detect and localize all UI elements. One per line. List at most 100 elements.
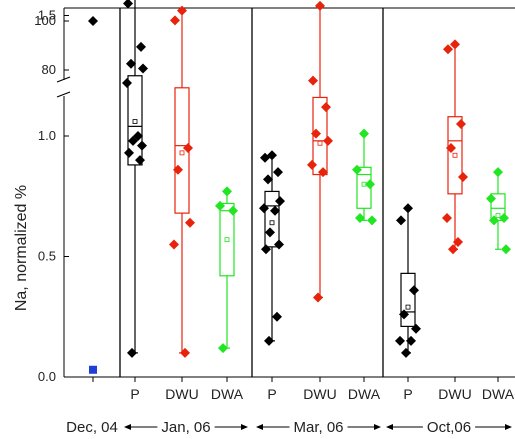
data-point bbox=[272, 311, 282, 322]
data-point bbox=[137, 140, 147, 151]
data-point bbox=[446, 143, 456, 154]
box-mean bbox=[452, 152, 458, 158]
data-point-square bbox=[89, 365, 97, 374]
data-point bbox=[170, 15, 180, 26]
data-point bbox=[260, 152, 270, 163]
box-mean bbox=[179, 150, 185, 156]
data-point bbox=[359, 128, 369, 139]
data-point bbox=[453, 237, 463, 248]
period-arrow-head bbox=[374, 424, 381, 430]
data-point bbox=[318, 167, 328, 178]
category-label: DWA bbox=[482, 386, 515, 402]
category-label: DWU bbox=[438, 386, 471, 402]
plot-frame bbox=[56, 7, 515, 382]
data-point bbox=[313, 292, 323, 303]
period-arrow-head bbox=[241, 424, 248, 430]
data-point bbox=[409, 285, 419, 296]
data-point bbox=[169, 239, 179, 250]
data-point bbox=[215, 200, 225, 211]
axis-break-mark bbox=[56, 91, 71, 98]
x-axis-labels: P DWU DWA P DWU DWA P DWU DWA bbox=[130, 377, 515, 402]
data-point bbox=[486, 193, 496, 204]
box-plots bbox=[127, 0, 506, 354]
data-point bbox=[450, 39, 460, 50]
box-iqr bbox=[312, 96, 328, 176]
category-label: P bbox=[130, 386, 139, 402]
data-point bbox=[323, 135, 333, 146]
data-point bbox=[123, 0, 133, 9]
data-point bbox=[222, 186, 232, 197]
data-point bbox=[261, 244, 271, 255]
data-point bbox=[173, 164, 183, 175]
category-label: P bbox=[267, 386, 276, 402]
box-mean bbox=[132, 119, 138, 124]
period-label: Jan, 06 bbox=[161, 419, 210, 436]
data-point bbox=[315, 0, 325, 11]
data-point bbox=[406, 335, 416, 346]
data-point bbox=[126, 58, 136, 69]
box-mean bbox=[495, 213, 501, 218]
box-mean bbox=[269, 220, 275, 226]
data-point bbox=[127, 347, 137, 358]
data-point bbox=[273, 167, 283, 178]
data-point bbox=[270, 205, 280, 216]
data-point bbox=[365, 179, 375, 190]
data-point bbox=[367, 215, 377, 226]
data-point bbox=[275, 196, 285, 207]
data-point bbox=[442, 212, 452, 223]
period-label: Dec, 04 bbox=[66, 419, 118, 436]
data-point bbox=[307, 159, 317, 170]
box-mean bbox=[405, 304, 411, 310]
data-point bbox=[259, 203, 269, 214]
data-point bbox=[135, 155, 145, 166]
data-point bbox=[403, 203, 413, 214]
period-label: Mar, 06 bbox=[293, 419, 343, 436]
data-point bbox=[401, 347, 411, 358]
period-dividers bbox=[119, 8, 384, 377]
data-point bbox=[458, 171, 468, 182]
data-point bbox=[352, 164, 362, 175]
data-point bbox=[411, 323, 421, 334]
y-tick-label: 80 bbox=[42, 62, 56, 77]
data-point bbox=[185, 217, 195, 228]
period-arrow-head bbox=[256, 424, 263, 430]
data-point bbox=[493, 167, 503, 178]
data-point bbox=[489, 215, 499, 226]
data-point bbox=[396, 215, 406, 226]
y-tick-label: 0.5 bbox=[38, 249, 56, 264]
data-point bbox=[136, 41, 146, 52]
data-point bbox=[399, 309, 409, 320]
period-arrow-head bbox=[124, 424, 131, 430]
category-label: DWU bbox=[165, 386, 198, 402]
data-point bbox=[183, 143, 193, 154]
data-point bbox=[501, 244, 511, 255]
period-label: Oct,06 bbox=[427, 419, 471, 436]
data-point bbox=[321, 102, 331, 113]
data-point bbox=[311, 128, 321, 139]
data-point bbox=[263, 174, 273, 185]
category-label: DWU bbox=[303, 386, 336, 402]
data-point bbox=[228, 205, 238, 216]
box-iqr bbox=[219, 202, 235, 277]
data-point bbox=[265, 227, 275, 238]
box-iqr bbox=[447, 116, 463, 195]
axis-break-mark bbox=[56, 76, 71, 83]
data-point bbox=[264, 335, 274, 346]
category-label: P bbox=[403, 386, 412, 402]
data-point bbox=[499, 212, 509, 223]
period-labels: Dec, 04 Jan, 06 Mar, 06 Oct,06 bbox=[66, 419, 512, 436]
y-tick-label: 1.0 bbox=[38, 128, 56, 143]
y-axis: 0.0 0.5 1.0 1.5 80 100 bbox=[34, 8, 69, 384]
y-tick-label: 1.5 bbox=[38, 8, 56, 23]
y-axis-title: Na, normalized % bbox=[13, 185, 30, 311]
y-tick-label: 0.0 bbox=[38, 369, 56, 384]
y-tick-label: 100 bbox=[34, 13, 56, 28]
category-label: DWA bbox=[348, 386, 381, 402]
box-mean bbox=[317, 140, 323, 146]
data-point bbox=[456, 118, 466, 129]
data-point bbox=[443, 44, 453, 55]
data-point bbox=[177, 5, 187, 16]
data-point bbox=[355, 212, 365, 223]
data-point-diamond bbox=[88, 16, 98, 26]
